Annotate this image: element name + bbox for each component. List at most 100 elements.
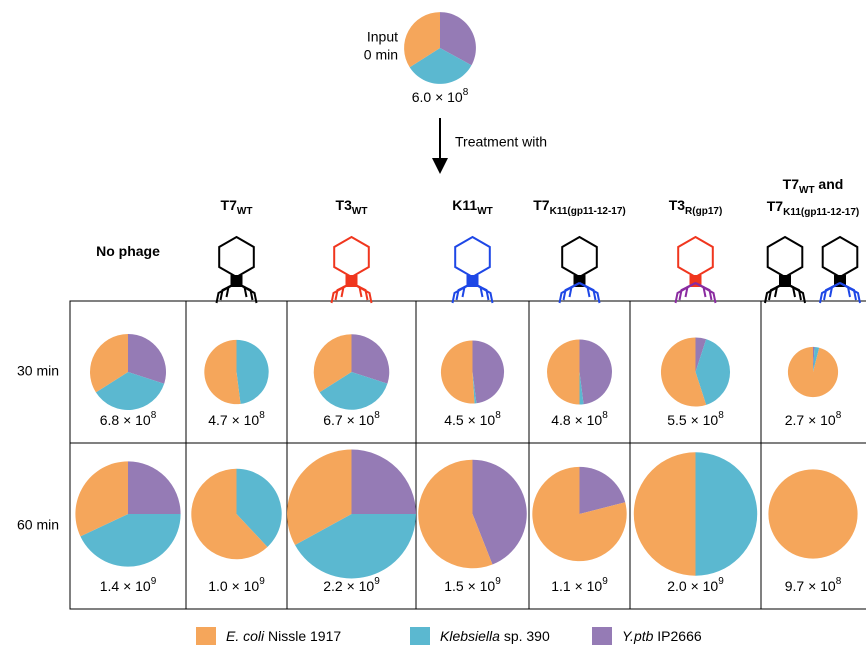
pie-slice xyxy=(128,461,181,514)
pie-slice xyxy=(633,452,696,576)
phage-leg xyxy=(351,282,373,304)
pie-slice xyxy=(191,468,268,560)
input-label: Input xyxy=(367,29,398,45)
phage-head xyxy=(218,235,255,279)
count-base: 9.7 × 10 xyxy=(785,578,836,594)
pie-slice xyxy=(236,468,282,547)
column-header: T7WT and xyxy=(783,176,844,196)
legend-rest: Nissle 1917 xyxy=(264,628,341,644)
phage-head xyxy=(454,235,491,279)
count-label: 2.2 × 109 xyxy=(323,576,380,594)
count-base: 2.7 × 10 xyxy=(785,412,836,428)
legend-swatch xyxy=(196,627,216,645)
count-label: 1.5 × 109 xyxy=(444,576,501,594)
pie-slice xyxy=(813,346,820,372)
header-sub: WT xyxy=(799,185,815,196)
pie-slice xyxy=(547,339,580,405)
count-label: 9.7 × 108 xyxy=(785,576,842,594)
phage-leg xyxy=(579,282,601,304)
pie-slice xyxy=(579,372,584,405)
pie-slice xyxy=(351,334,390,384)
row-label: 30 min xyxy=(17,363,59,379)
count-exp: 8 xyxy=(718,410,724,421)
count-base: 4.7 × 10 xyxy=(208,412,259,428)
phage-leg xyxy=(695,282,717,304)
count-exp: 9 xyxy=(374,576,380,587)
input-label: 0 min xyxy=(364,47,398,63)
phage-head xyxy=(821,235,859,279)
header-sub: WT xyxy=(477,206,493,217)
count-base: 6.7 × 10 xyxy=(323,412,374,428)
header-text: K11 xyxy=(452,197,477,213)
header-text: and xyxy=(815,176,844,192)
pie-slice xyxy=(440,340,475,404)
count-base: 4.8 × 10 xyxy=(551,412,602,428)
header-text: T7 xyxy=(533,197,550,213)
pie-slice xyxy=(90,334,128,393)
phage-leg xyxy=(558,282,580,304)
pie-slice xyxy=(472,340,505,404)
count-label: 6.0 × 108 xyxy=(412,87,469,105)
phage-head xyxy=(677,235,714,279)
count-exp: 8 xyxy=(463,87,469,98)
count-label: 2.0 × 109 xyxy=(667,576,724,594)
header-text: T3 xyxy=(669,197,686,213)
phage-leg xyxy=(764,282,786,304)
pie-slice xyxy=(404,12,440,68)
pie-slice xyxy=(418,459,493,569)
phage-head xyxy=(766,235,804,279)
pie-slice xyxy=(95,372,165,410)
pie-slice xyxy=(695,452,758,576)
count-label: 2.7 × 108 xyxy=(785,410,842,428)
legend-label: Y.ptb IP2666 xyxy=(622,628,702,644)
pie-slice xyxy=(787,346,839,398)
count-exp: 9 xyxy=(495,576,501,587)
pie-slice xyxy=(409,48,472,84)
legend-italic: E. coli xyxy=(226,628,265,644)
column-header: K11WT xyxy=(452,197,492,217)
phage-leg xyxy=(839,282,861,304)
pie-slice xyxy=(532,466,627,562)
count-label: 1.0 × 109 xyxy=(208,576,265,594)
header-sub: WT xyxy=(352,206,368,217)
count-base: 4.5 × 10 xyxy=(444,412,495,428)
count-exp: 9 xyxy=(718,576,724,587)
pie-slice xyxy=(80,514,181,567)
count-base: 1.0 × 10 xyxy=(208,578,259,594)
count-exp: 8 xyxy=(374,410,380,421)
count-label: 1.4 × 109 xyxy=(100,576,157,594)
pie-slice xyxy=(579,466,626,514)
header-sub: R(gp17) xyxy=(685,206,722,217)
pie-slice xyxy=(313,334,352,393)
legend-italic: Klebsiella xyxy=(440,628,500,644)
column-header: No phage xyxy=(96,243,160,259)
count-base: 1.4 × 10 xyxy=(100,578,151,594)
pie-slice xyxy=(768,469,858,559)
phage-head xyxy=(561,235,598,279)
pie-slice xyxy=(660,337,707,407)
header-text: T7 xyxy=(783,176,800,192)
pie-slice xyxy=(204,339,241,405)
count-exp: 9 xyxy=(602,576,608,587)
pie-slice xyxy=(75,461,128,537)
count-base: 1.1 × 10 xyxy=(551,578,602,594)
column-header: T7WT xyxy=(221,197,253,217)
pie-slice xyxy=(319,372,388,410)
count-exp: 8 xyxy=(836,576,842,587)
row-label: 60 min xyxy=(17,517,59,533)
header-sub: WT xyxy=(237,206,253,217)
count-base: 2.2 × 10 xyxy=(323,578,374,594)
phage-leg xyxy=(330,282,352,304)
phage-leg xyxy=(451,282,473,304)
count-base: 2.0 × 10 xyxy=(667,578,718,594)
pie-slice xyxy=(128,334,166,384)
count-exp: 8 xyxy=(836,410,842,421)
treatment-label: Treatment with xyxy=(455,134,547,150)
pie-slice xyxy=(351,449,416,514)
pie-slice xyxy=(236,339,269,404)
phage-leg xyxy=(784,282,806,304)
phage-leg xyxy=(215,282,237,304)
phage-leg xyxy=(236,282,258,304)
header-sub: K11(gp11-12-17) xyxy=(783,207,859,218)
count-base: 6.8 × 10 xyxy=(100,412,151,428)
